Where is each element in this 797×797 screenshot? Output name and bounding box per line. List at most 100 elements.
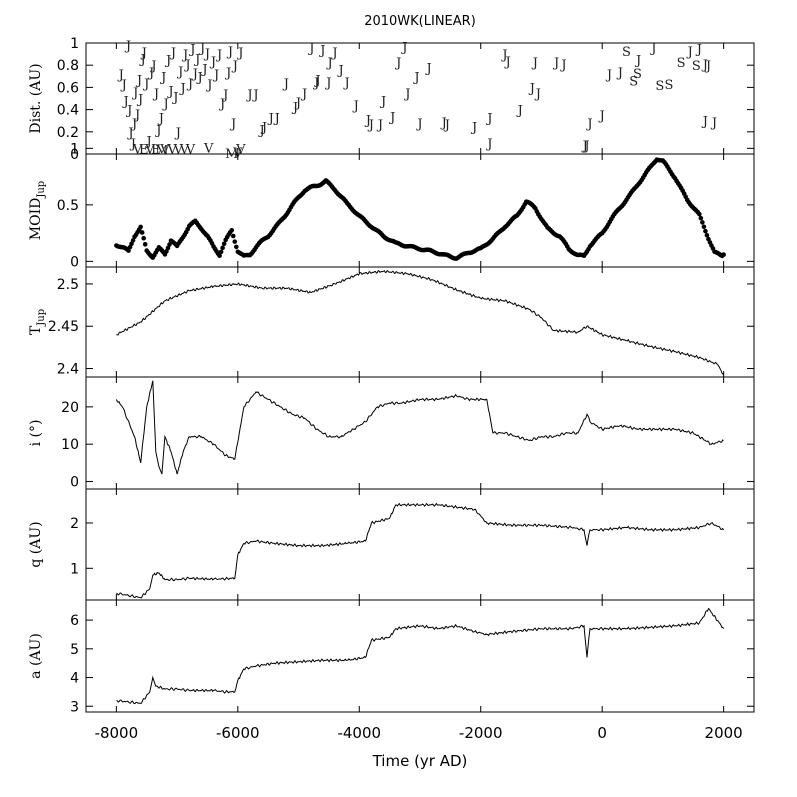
encounter-marker: J [149, 59, 156, 74]
series-line-q [116, 502, 725, 599]
encounter-marker: J [300, 87, 307, 102]
encounter-marker: J [159, 70, 166, 85]
encounter-marker: J [245, 88, 252, 103]
panel-inc: 0 10 20 i (°) [28, 376, 755, 491]
encounter-marker: J [226, 45, 233, 60]
moid-point [220, 245, 225, 251]
encounter-marker: J [188, 43, 195, 58]
encounter-marker: J [174, 126, 181, 141]
encounter-marker: J [209, 55, 216, 70]
panel-frame [85, 488, 755, 601]
y-tick-label: 0.2 [57, 125, 79, 141]
encounter-marker: J [117, 68, 124, 83]
moid-point [126, 248, 131, 253]
encounter-marker: J [291, 100, 298, 115]
encounter-marker: J [203, 47, 210, 62]
x-tick-label: 0 [597, 724, 607, 742]
encounter-marker: J [585, 117, 592, 132]
encounter-marker: J [224, 66, 231, 81]
encounter-marker: J [598, 109, 605, 124]
encounter-marker: J [424, 61, 431, 76]
encounter-marker: S [622, 45, 631, 60]
y-tick-label: 2.4 [57, 362, 79, 378]
chart-title: 2010WK(LINEAR) [364, 14, 476, 29]
encounter-marker: J [376, 118, 383, 133]
encounter-marker: J [313, 74, 320, 89]
encounter-marker: J [176, 65, 183, 80]
encounter-marker: J [221, 88, 228, 103]
encounter-marker: J [257, 124, 264, 139]
moid-point [139, 230, 145, 235]
encounter-marker: J [605, 68, 612, 83]
y-axis-label-a: a (AU) [28, 633, 44, 679]
encounter-marker: J [695, 43, 702, 58]
x-tick-label: -6000 [216, 724, 260, 742]
encounter-marker: J [200, 63, 207, 78]
encounter-marker: J [294, 96, 301, 111]
encounter-marker: V [185, 142, 196, 157]
y-tick-label: 0.8 [57, 58, 79, 74]
encounter-marker: J [157, 111, 164, 126]
encounter-marker: J [581, 139, 588, 154]
encounter-marker: J [470, 120, 477, 135]
encounter-marker: J [364, 114, 371, 129]
encounter-marker: J [704, 59, 711, 74]
moid-point [217, 253, 222, 259]
encounter-marker: J [215, 48, 222, 63]
encounter-marker: J [129, 137, 136, 152]
encounter-marker: J [318, 44, 325, 59]
moid-point [700, 220, 705, 225]
encounter-marker: J [534, 87, 541, 102]
y-axis-label-inc: i (°) [28, 420, 44, 447]
encounter-marker: J [324, 76, 331, 91]
encounter-marker: J [326, 56, 333, 71]
encounter-marker: E [139, 142, 149, 157]
encounter-marker: J [124, 39, 131, 54]
encounter-marker: J [307, 41, 314, 56]
encounter-marker: V [167, 142, 178, 157]
encounter-marker: J [701, 58, 708, 73]
encounter-marker: S [692, 59, 701, 74]
x-tick-label: 2000 [705, 724, 743, 742]
encounter-marker: J [183, 58, 190, 73]
y-tick-label: 2.5 [57, 277, 79, 293]
moid-point [141, 235, 146, 241]
encounter-marker: J [169, 46, 176, 61]
encounter-marker: J [171, 90, 178, 105]
panel-moid: 0 0.5 1 MOIDJup [28, 141, 755, 270]
encounter-marker: J [282, 77, 289, 92]
encounter-marker: J [193, 53, 200, 68]
encounter-marker: J [367, 118, 374, 133]
encounter-marker: J [412, 70, 419, 85]
encounter-marker: J [125, 104, 132, 119]
moid-point [704, 232, 710, 238]
encounter-marker: J [181, 48, 188, 63]
encounter-marker: J [205, 78, 212, 93]
encounter-marker: J [343, 76, 350, 91]
y-tick-label: 0.5 [57, 198, 79, 214]
encounter-marker: J [440, 116, 447, 131]
moid-point [230, 233, 236, 239]
encounter-marker: J [130, 117, 137, 132]
encounter-marker: J [133, 108, 140, 123]
encounter-marker: J [145, 135, 152, 150]
y-axis-label-subscript: Jup [36, 309, 47, 327]
moid-point [165, 245, 171, 251]
x-tick-label: -4000 [337, 724, 381, 742]
y-tick-label: 20 [61, 400, 79, 416]
encounter-marker: J [135, 74, 142, 89]
encounter-marker: J [443, 118, 450, 133]
panel-q: 1 2 q (AU) [28, 488, 755, 601]
encounter-marker: J [559, 58, 566, 73]
encounter-marker: J [120, 78, 127, 93]
encounter-marker: J [212, 68, 219, 83]
encounter-marker: J [415, 117, 422, 132]
encounter-marker: J [154, 124, 161, 139]
encounter-marker: J [138, 53, 145, 68]
series-line-tjup [116, 269, 725, 376]
encounter-marker: J [218, 97, 225, 112]
y-tick-label: 4 [70, 671, 79, 687]
y-tick-label: 2 [70, 516, 79, 532]
